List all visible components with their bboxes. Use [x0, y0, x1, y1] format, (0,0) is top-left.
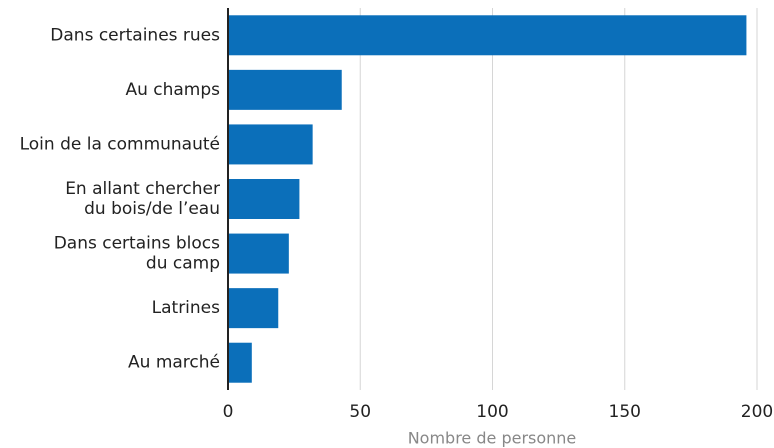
x-tick-label: 150	[609, 402, 641, 422]
y-tick-label: Au marché	[128, 353, 220, 373]
bar	[228, 15, 747, 56]
y-tick-label: En allant chercher du bois/de l’eau	[65, 179, 220, 219]
x-tick-label: 100	[476, 402, 508, 422]
bar	[228, 288, 279, 329]
bar	[228, 342, 252, 383]
x-tick-label: 200	[741, 402, 773, 422]
y-tick-label: Latrines	[152, 298, 221, 318]
y-tick-label: Dans certaines rues	[50, 25, 220, 45]
bar	[228, 179, 300, 219]
bar	[228, 124, 313, 165]
bar	[228, 69, 342, 110]
y-tick-label: Dans certains blocs du camp	[54, 234, 220, 274]
y-tick-label: Loin de la communauté	[20, 134, 220, 154]
bar	[228, 233, 289, 274]
x-tick-label: 50	[349, 402, 371, 422]
x-tick-label: 0	[223, 402, 234, 422]
x-axis-title: Nombre de personne	[408, 429, 577, 448]
y-tick-label: Au champs	[125, 80, 220, 100]
